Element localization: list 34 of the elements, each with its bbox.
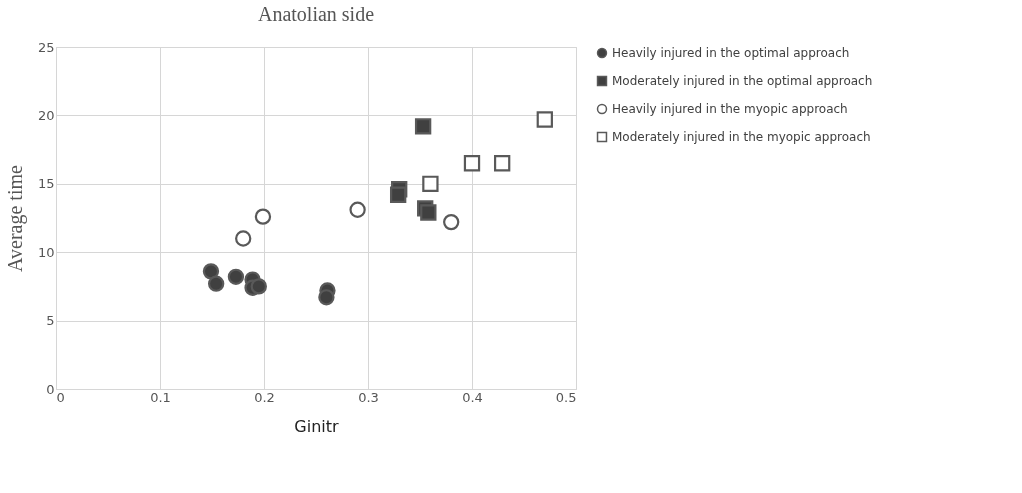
point	[420, 204, 437, 221]
y-tick-label: 15	[37, 176, 55, 192]
point	[493, 155, 511, 172]
y-tick-label: 20	[37, 107, 55, 123]
point	[422, 175, 439, 192]
x-tick-label: 0.2	[254, 389, 275, 405]
y-tick-label: 25	[37, 39, 55, 55]
y-tick-label: 5	[46, 313, 55, 329]
x-tick-label: 0.4	[462, 389, 483, 405]
legend-label: Heavily injured in the myopic approach	[612, 102, 848, 116]
point	[250, 278, 267, 295]
x-tick-label: 0	[56, 389, 65, 405]
legend-label: Heavily injured in the optimal approach	[612, 46, 850, 60]
point	[463, 155, 481, 172]
point	[207, 275, 225, 292]
point	[202, 263, 220, 280]
point	[254, 208, 272, 225]
x-tick-label: 0.3	[358, 389, 379, 405]
legend-label: Moderately injured in the optimal approach	[612, 74, 873, 88]
x-tick-label: 0.5	[555, 389, 577, 405]
point	[227, 268, 245, 285]
point	[389, 186, 407, 203]
point	[349, 201, 366, 218]
y-tick-label: 10	[37, 244, 55, 260]
chart-title: Anatolian side	[257, 3, 375, 25]
point	[318, 289, 335, 306]
point	[536, 111, 553, 128]
y-axis-title: Average time	[3, 164, 27, 272]
x-axis-title: Ginitr	[294, 416, 340, 436]
legend-label: Moderately injured in the myopic approach	[612, 130, 871, 144]
point	[414, 118, 432, 135]
point	[443, 213, 460, 231]
point	[235, 230, 252, 247]
x-tick-label: 0.1	[150, 389, 171, 405]
